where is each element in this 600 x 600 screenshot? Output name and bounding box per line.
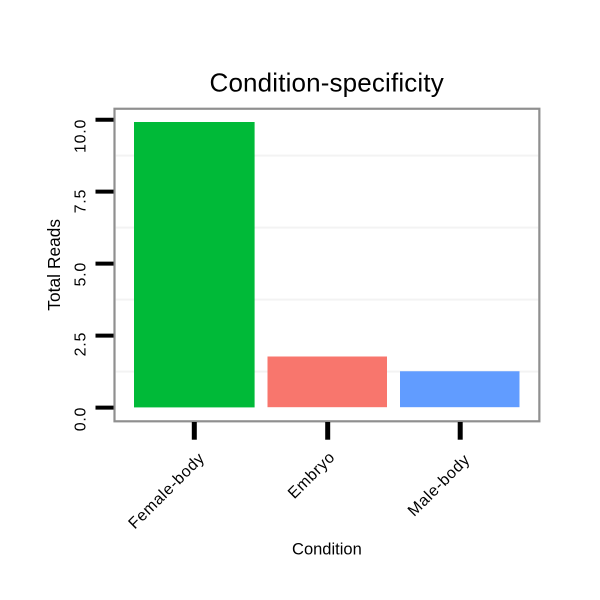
svg-text:10.0: 10.0: [73, 119, 90, 153]
svg-text:5.0: 5.0: [73, 262, 90, 287]
svg-text:0.0: 0.0: [73, 407, 90, 432]
svg-text:Condition: Condition: [292, 541, 362, 559]
svg-text:Condition-specificity: Condition-specificity: [210, 68, 444, 98]
svg-text:Total Reads: Total Reads: [44, 219, 64, 311]
svg-text:7.5: 7.5: [73, 189, 90, 214]
svg-text:2.5: 2.5: [73, 332, 90, 357]
